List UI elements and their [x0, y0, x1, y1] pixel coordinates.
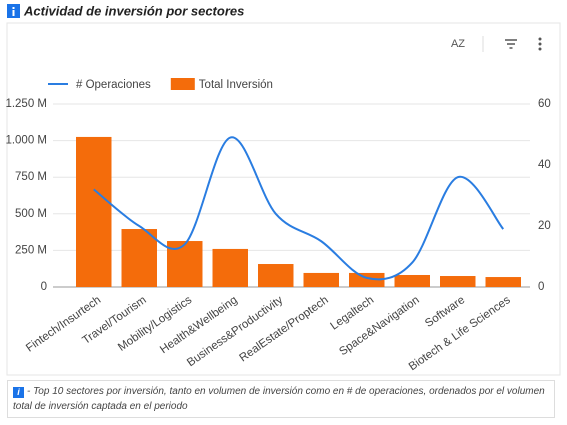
x-tick-label: Space&Navigation: [337, 294, 421, 358]
bar: [485, 277, 521, 287]
y-tick-label: 1.250 M: [5, 98, 47, 110]
y2-tick-label: 20: [538, 220, 551, 232]
more-button[interactable]: [538, 37, 542, 51]
chart-title: Actividad de inversión por sectores: [23, 3, 244, 18]
y-tick-label: 1.000 M: [5, 135, 47, 147]
more-dot: [538, 37, 542, 41]
info-icon: i: [13, 387, 24, 398]
info-icon-dot: [12, 7, 15, 9]
y-tick-label: 250 M: [15, 244, 47, 256]
y2-tick-label: 40: [538, 159, 551, 171]
legend-label: Total Inversión: [199, 79, 273, 91]
note-box: i- Top 10 sectores por inversión, tanto …: [7, 380, 555, 418]
bar: [212, 248, 248, 287]
note-text: - Top 10 sectores por inversión, tanto e…: [13, 386, 545, 412]
bar: [440, 276, 476, 287]
line: [93, 136, 505, 281]
bar: [76, 136, 112, 287]
more-dot: [538, 47, 542, 51]
bar: [303, 272, 339, 287]
bar: [349, 272, 385, 287]
bar: [258, 264, 294, 287]
chart: Actividad de inversión por sectores AZ 0…: [5, 3, 561, 376]
y2-tick-label: 60: [538, 98, 551, 110]
bar: [394, 274, 430, 287]
sort-button[interactable]: AZ: [451, 38, 465, 50]
bar: [121, 229, 157, 287]
y-tick-label: 500 M: [15, 208, 47, 220]
x-tick-label: Fintech/Insurtech: [24, 294, 103, 354]
filter-button[interactable]: [505, 39, 517, 49]
more-dot: [538, 42, 542, 46]
y2-tick-label: 0: [538, 281, 544, 293]
panel: [6, 22, 561, 376]
y-tick-label: 0: [41, 281, 47, 293]
y-tick-label: 750 M: [15, 171, 47, 183]
legend-swatch: [170, 78, 195, 90]
x-tick-label: Health&Wellbeing: [158, 294, 240, 356]
info-icon-bar: [12, 10, 15, 16]
legend-label: # Operaciones: [76, 79, 151, 91]
